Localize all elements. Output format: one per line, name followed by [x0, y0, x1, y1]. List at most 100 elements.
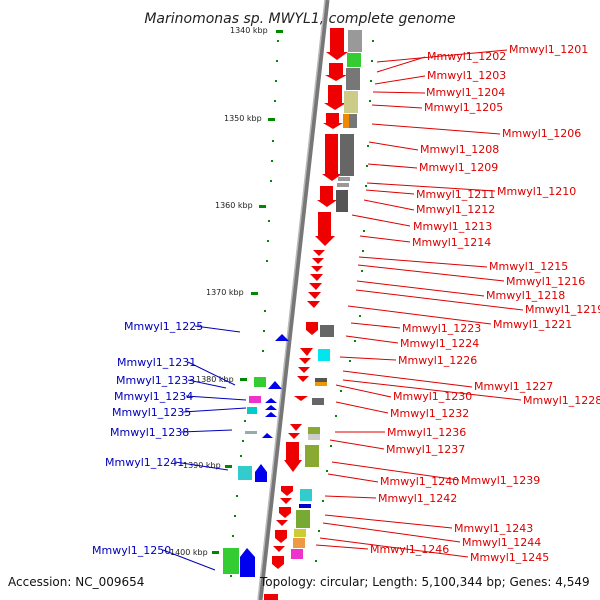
gene-label[interactable]: Mmwyl1_1204 — [426, 86, 505, 99]
scale-ticks: 1340 kbp 1350 kbp 1360 kbp 1370 kbp 1380… — [170, 26, 283, 557]
gene-label[interactable]: Mmwyl1_1234 — [114, 390, 193, 403]
forward-gene-arrow — [299, 358, 311, 364]
reverse-gene-arrow — [275, 334, 289, 341]
forward-gene-arrow — [290, 424, 302, 431]
tick-label-1350: 1350 kbp — [224, 114, 262, 123]
forward-gene-arrow — [325, 63, 347, 81]
gene-label[interactable]: Mmwyl1_1215 — [489, 260, 568, 273]
tick-label-1340: 1340 kbp — [230, 26, 268, 35]
cog-blocks — [223, 30, 362, 574]
reverse-gene-arrow — [268, 381, 282, 389]
forward-gene-arrow — [280, 498, 292, 504]
forward-gene-arrow — [308, 292, 321, 299]
forward-gene-labels: Mmwyl1_1201 Mmwyl1_1202 Mmwyl1_1203 Mmwy… — [370, 43, 600, 564]
gene-label[interactable]: Mmwyl1_1236 — [387, 426, 466, 439]
forward-gene-arrow — [281, 486, 293, 496]
gene-label[interactable]: Mmwyl1_1214 — [412, 236, 491, 249]
forward-gene-arrow — [275, 530, 287, 543]
reverse-gene-arrow — [265, 405, 277, 410]
tick-label-1390: 1390 kbp — [183, 461, 221, 470]
gene-label[interactable]: Mmwyl1_1221 — [493, 318, 572, 331]
forward-gene-arrow — [326, 28, 348, 60]
reverse-gene-arrow — [265, 412, 277, 417]
gene-label[interactable]: Mmwyl1_1216 — [506, 275, 585, 288]
gene-label[interactable]: Mmwyl1_1233 — [116, 374, 195, 387]
gene-label[interactable]: Mmwyl1_1210 — [497, 185, 576, 198]
gene-label[interactable]: Mmwyl1_1205 — [424, 101, 503, 114]
gene-label[interactable]: Mmwyl1_1213 — [413, 220, 492, 233]
gene-label[interactable]: Mmwyl1_1239 — [461, 474, 540, 487]
forward-gene-arrow — [294, 396, 308, 401]
forward-gene-arrow — [324, 85, 346, 110]
forward-gene-arrow — [288, 433, 300, 439]
gene-label[interactable]: Mmwyl1_1206 — [502, 127, 581, 140]
forward-gene-arrow — [273, 546, 285, 552]
forward-gene-arrow — [272, 556, 284, 569]
tick-label-1400: 1400 kbp — [170, 548, 208, 557]
tick-label-1370: 1370 kbp — [206, 288, 244, 297]
gene-label[interactable]: Mmwyl1_1208 — [420, 143, 499, 156]
gene-label[interactable]: Mmwyl1_1211 — [416, 188, 495, 201]
reverse-gene-labels: Mmwyl1_1225 Mmwyl1_1231 Mmwyl1_1233 Mmwy… — [92, 320, 203, 557]
forward-gene-arrow — [309, 283, 322, 290]
gene-label[interactable]: Mmwyl1_1228 — [523, 394, 600, 407]
gene-label[interactable]: Mmwyl1_1246 — [370, 543, 449, 556]
forward-gene-arrow — [276, 520, 288, 526]
gene-label[interactable]: Mmwyl1_1232 — [390, 407, 469, 420]
leader-lines — [162, 49, 524, 571]
forward-gene-arrow — [313, 250, 325, 256]
tick-label-1380: 1380 kbp — [196, 375, 234, 384]
gene-label[interactable]: Mmwyl1_1212 — [416, 203, 495, 216]
forward-gene-arrow — [322, 134, 342, 181]
tick-label-1360: 1360 kbp — [215, 201, 253, 210]
gene-label[interactable]: Mmwyl1_1241 — [105, 456, 184, 469]
forward-gene-arrow — [298, 367, 310, 373]
gene-label[interactable]: Mmwyl1_1243 — [454, 522, 533, 535]
gene-label[interactable]: Mmwyl1_1242 — [378, 492, 457, 505]
forward-gene-arrow — [311, 266, 323, 272]
gene-label[interactable]: Mmwyl1_1203 — [427, 69, 506, 82]
gene-label[interactable]: Mmwyl1_1244 — [462, 536, 541, 549]
gene-label[interactable]: Mmwyl1_1231 — [117, 356, 196, 369]
forward-gene-arrow — [315, 212, 335, 246]
gene-label[interactable]: Mmwyl1_1224 — [400, 337, 479, 350]
gene-label[interactable]: Mmwyl1_1218 — [486, 289, 565, 302]
gene-label[interactable]: Mmwyl1_1201 — [509, 43, 588, 56]
gene-label[interactable]: Mmwyl1_1223 — [402, 322, 481, 335]
forward-gene-arrow — [284, 442, 302, 472]
forward-gene-arrow — [310, 274, 323, 281]
reverse-gene-arrow — [240, 548, 255, 577]
reverse-gene-arrow — [255, 464, 267, 482]
gene-label[interactable]: Mmwyl1_1219 — [525, 303, 600, 316]
forward-gene-arrow — [317, 186, 337, 207]
gene-label[interactable]: Mmwyl1_1240 — [380, 475, 459, 488]
gene-label[interactable]: Mmwyl1_1237 — [386, 443, 465, 456]
gene-label[interactable]: Mmwyl1_1227 — [474, 380, 553, 393]
gene-label[interactable]: Mmwyl1_1250 — [92, 544, 171, 557]
forward-gene-arrow — [323, 113, 343, 129]
reverse-gene-arrow — [265, 398, 277, 403]
summary-label: Topology: circular; Length: 5,100,344 bp… — [259, 575, 590, 589]
gene-label[interactable]: Mmwyl1_1230 — [393, 390, 472, 403]
forward-gene-arrow — [306, 322, 318, 335]
forward-gene-track — [264, 28, 348, 600]
gene-label[interactable]: Mmwyl1_1202 — [427, 50, 506, 63]
forward-gene-arrow — [297, 376, 309, 382]
reverse-gene-arrow — [262, 433, 273, 438]
gene-label[interactable]: Mmwyl1_1209 — [419, 161, 498, 174]
accession-label: Accession: NC_009654 — [8, 575, 144, 589]
genome-backbone — [257, 0, 330, 600]
map-title: Marinomonas sp. MWYL1, complete genome — [144, 11, 455, 27]
gene-label[interactable]: Mmwyl1_1225 — [124, 320, 203, 333]
forward-gene-arrow — [300, 348, 313, 356]
forward-gene-arrow — [312, 258, 324, 264]
forward-gene-arrow — [264, 594, 278, 600]
gene-label[interactable]: Mmwyl1_1245 — [470, 551, 549, 564]
gene-label[interactable]: Mmwyl1_1226 — [398, 354, 477, 367]
reverse-gene-track — [240, 334, 289, 577]
forward-gene-arrow — [307, 301, 320, 308]
gene-label[interactable]: Mmwyl1_1238 — [110, 426, 189, 439]
forward-gene-arrow — [279, 507, 291, 518]
gene-label[interactable]: Mmwyl1_1235 — [112, 406, 191, 419]
